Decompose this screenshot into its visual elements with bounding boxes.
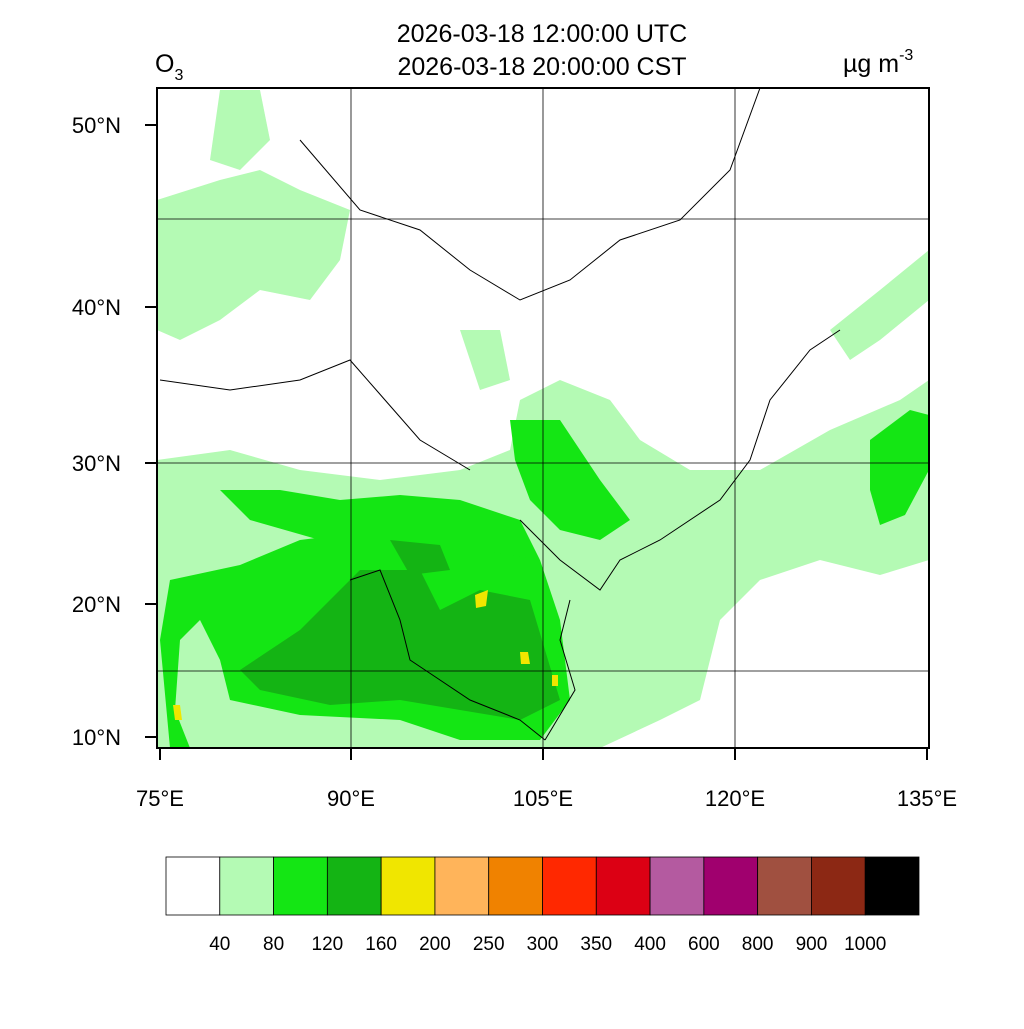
colorbar-label: 160 [365, 934, 397, 955]
colorbar-label: 250 [473, 934, 505, 955]
lon-label: 90°E [327, 786, 375, 811]
variable: O [155, 50, 174, 78]
colorbar: 40 80 120 160 200 250 300 350 400 600 800 900 1000 [165, 856, 920, 955]
lat-label: 30°N [72, 451, 121, 476]
colorbar-box [273, 856, 328, 916]
colorbar-box [380, 856, 436, 916]
colorbar-label: 120 [312, 934, 344, 955]
colorbar-box [649, 856, 705, 916]
unit: µg m [843, 50, 899, 78]
colorbar-box [703, 856, 759, 916]
variable-subscript: 3 [174, 67, 183, 84]
lat-label: 40°N [72, 295, 121, 320]
colorbar-box [165, 856, 221, 916]
graticule [157, 88, 929, 748]
colorbar-box [757, 856, 812, 916]
title-utc: 2026-03-18 12:00:00 UTC [397, 20, 687, 48]
colorbar-box [326, 856, 382, 916]
lon-label: 105°E [513, 786, 573, 811]
unit-superscript: -3 [899, 47, 913, 64]
colorbar-label: 200 [419, 934, 451, 955]
colorbar-label: 400 [634, 934, 666, 955]
colorbar-label: 1000 [844, 934, 886, 955]
variable-label: O3 [155, 50, 183, 84]
colorbar-label: 300 [527, 934, 559, 955]
colorbar-label: 40 [209, 934, 230, 955]
colorbar-box [219, 856, 274, 916]
lon-label: 135°E [897, 786, 957, 811]
lat-label: 20°N [72, 592, 121, 617]
colorbar-box [542, 856, 597, 916]
lat-label: 10°N [72, 725, 121, 750]
colorbar-box [595, 856, 651, 916]
colorbar-label: 800 [742, 934, 774, 955]
colorbar-box [811, 856, 866, 916]
lon-label: 75°E [136, 786, 184, 811]
colorbar-label: 80 [263, 934, 284, 955]
colorbar-box [434, 856, 490, 916]
title-local: 2026-03-18 20:00:00 CST [397, 53, 686, 81]
colorbar-label: 900 [796, 934, 828, 955]
colorbar-label: 600 [688, 934, 720, 955]
colorbar-box [488, 856, 543, 916]
lat-label: 50°N [72, 113, 121, 138]
unit-label: µg m-3 [843, 47, 913, 78]
lon-label: 120°E [705, 786, 765, 811]
colorbar-box [864, 856, 920, 916]
axis-ticks: 50°N 40°N 30°N 20°N 10°N 75°E 90°E 105°E 120°E 13… [72, 113, 957, 811]
colorbar-label: 350 [580, 934, 612, 955]
